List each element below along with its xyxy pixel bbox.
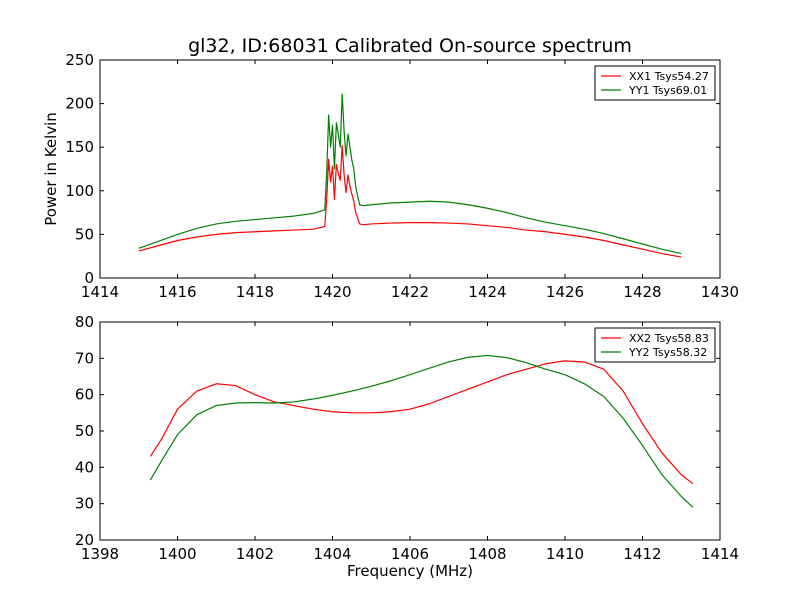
legend-box [594,327,716,363]
x-tick-label: 1408 [468,545,506,563]
y-tick-label: 50 [75,225,94,243]
y-tick-label: 250 [65,51,94,69]
legend-label-2: YY1 Tsys69.01 [628,84,707,97]
y-tick-label: 30 [75,495,94,513]
series-line-2 [149,354,694,508]
x-tick-label: 1406 [391,545,429,563]
y-tick-label: 60 [75,386,94,404]
plot-panel-1: 1414 1416 1418 1420 1422 1424 1426 1428 1430 0 50 1… [42,51,739,301]
x-tick-label: 1414 [701,545,739,563]
x-tick-label: 1430 [701,283,739,301]
plot-panel-2: 1398 1400 1402 1404 1406 1408 1410 1412 1414 20 30… [75,313,739,580]
x-tick-label: 1426 [546,283,584,301]
x-tick-label: 1416 [158,283,196,301]
y-tick-label: 50 [75,422,94,440]
y-tick-label: 70 [75,349,94,367]
x-axis-label: Frequency (MHz) [347,562,473,580]
x-tick-label: 1400 [158,545,196,563]
legend-box [594,65,716,101]
legend-label-1: XX2 Tsys58.83 [629,332,709,345]
y-tick-label: 80 [75,313,94,331]
y-axis-label: Power in Kelvin [42,112,60,226]
x-tick-label: 1418 [236,283,274,301]
x-tick-label: 1412 [623,545,661,563]
y-tick-label: 20 [75,531,94,549]
x-tick-label: 1414 [81,283,119,301]
x-tick-label: 1424 [468,283,506,301]
series-line-1 [138,144,682,258]
series-line-2 [138,93,682,255]
legend-label-2: YY2 Tsys58.32 [628,346,707,359]
chart-title: gl32, ID:68031 Calibrated On-source spec… [188,35,632,57]
y-tick-label: 0 [84,269,94,287]
x-tick-label: 1410 [546,545,584,563]
x-tick-label: 1422 [391,283,429,301]
x-tick-label: 1428 [623,283,661,301]
x-tick-label: 1402 [236,545,274,563]
y-tick-label: 100 [65,182,94,200]
legend-label-1: XX1 Tsys54.27 [629,70,709,83]
y-tick-label: 150 [65,138,94,156]
x-tick-label: 1404 [313,545,351,563]
y-tick-label: 40 [75,458,94,476]
x-tick-label: 1398 [81,545,119,563]
y-tick-label: 200 [65,95,94,113]
series-line-1 [149,360,694,485]
x-tick-label: 1420 [313,283,351,301]
